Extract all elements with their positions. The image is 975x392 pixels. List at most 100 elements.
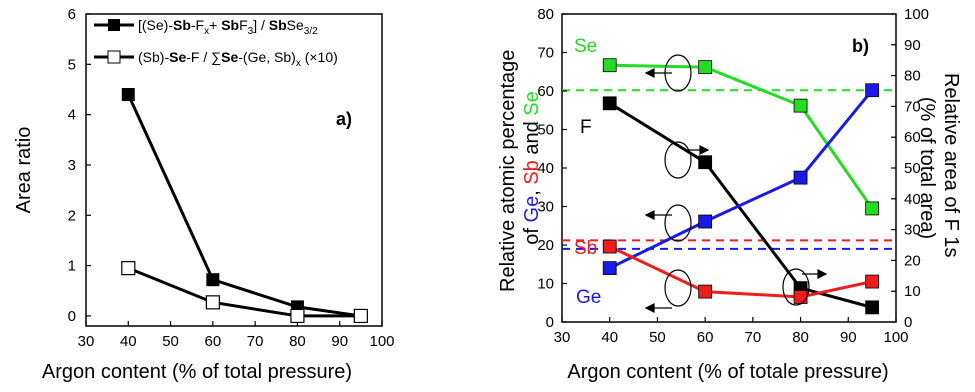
y2-tick-label: 0 bbox=[904, 314, 912, 331]
f-right-axis-indicator-2 bbox=[782, 268, 828, 306]
chart-b: 30 40 50 60 70 80 90 100 0 10 20 30 40 50 60 70 80 0 10 2… bbox=[497, 6, 962, 383]
y-tick-label: 0 bbox=[546, 314, 554, 331]
x-tick-label: 70 bbox=[247, 333, 264, 350]
series-line-ge bbox=[609, 89, 874, 270]
y2-tick-label: 90 bbox=[904, 37, 921, 54]
data-point bbox=[206, 273, 220, 287]
y2-tick-label: 10 bbox=[904, 283, 921, 300]
x-tick-label: 60 bbox=[205, 333, 222, 350]
y2-tick-label: 40 bbox=[904, 191, 921, 208]
data-point-f bbox=[865, 300, 880, 315]
chart-a-panel-label: a) bbox=[336, 109, 352, 129]
x-tick-label: 80 bbox=[792, 329, 809, 346]
chart-b-panel-label: b) bbox=[852, 36, 869, 56]
y2-tick-label: 50 bbox=[904, 160, 921, 177]
y-tick-label: 80 bbox=[537, 6, 554, 23]
y-tick-label: 70 bbox=[537, 45, 554, 62]
data-point-ge bbox=[602, 261, 617, 276]
sb-left-axis-indicator bbox=[644, 269, 692, 313]
y-tick-label: 40 bbox=[537, 160, 554, 177]
chart-a-frame bbox=[85, 13, 383, 327]
data-point-se bbox=[698, 60, 713, 75]
data-point-sb bbox=[865, 274, 880, 289]
y2-tick-label: 80 bbox=[904, 68, 921, 85]
x-tick-label: 70 bbox=[745, 329, 762, 346]
data-point bbox=[290, 308, 305, 324]
series-line-1 bbox=[127, 266, 361, 318]
legend-marker-open-square bbox=[107, 50, 121, 64]
y-tick-label: 6 bbox=[68, 6, 76, 23]
y-tick-label: 0 bbox=[68, 308, 76, 325]
y-tick-label: 1 bbox=[68, 258, 76, 275]
data-point-f bbox=[602, 96, 617, 111]
y-tick-label: 10 bbox=[537, 276, 554, 293]
y-tick-label: 30 bbox=[537, 199, 554, 216]
y-tick-label: 20 bbox=[537, 237, 554, 254]
data-point-sb bbox=[793, 290, 808, 304]
y-tick-label: 2 bbox=[68, 207, 76, 224]
legend-entry-sb-ratio: [(Se)-Sb-Fx+ SbF3] / SbSe3/2 bbox=[138, 17, 318, 37]
chart-b-y-axis: 0 10 20 30 40 50 60 70 80 bbox=[537, 6, 567, 331]
data-point-ge bbox=[698, 214, 713, 229]
data-point bbox=[205, 295, 220, 310]
chart-b-series bbox=[602, 58, 880, 315]
y-tick-label: 4 bbox=[68, 107, 76, 124]
x-tick-label: 90 bbox=[331, 333, 348, 350]
data-point-f bbox=[698, 155, 713, 170]
chart-b-y2-axis: 0 10 20 30 40 50 60 70 80 90 100 bbox=[891, 6, 929, 331]
chart-a-x-axis: 30 40 50 60 70 80 90 100 bbox=[78, 321, 395, 350]
data-point-sb bbox=[602, 239, 617, 254]
series-line-0 bbox=[126, 93, 362, 318]
series-line-se bbox=[609, 63, 874, 210]
series-line-sb bbox=[609, 245, 873, 299]
chart-a-y-title: Area ratio bbox=[13, 127, 35, 214]
chart-b-y2-title: Relative area of F 1s (% of total area) bbox=[916, 73, 962, 263]
series-label-f: F bbox=[580, 117, 592, 138]
x-tick-label: 40 bbox=[120, 333, 137, 350]
series-line-f bbox=[608, 102, 873, 309]
data-point bbox=[121, 88, 135, 102]
data-point-se bbox=[865, 201, 880, 216]
y2-tick-label: 60 bbox=[904, 129, 921, 146]
f-right-axis-indicator bbox=[664, 141, 710, 179]
chart-b-x-axis: 30 40 50 60 70 80 90 100 bbox=[554, 317, 909, 346]
ge-left-axis-indicator bbox=[644, 204, 692, 242]
chart-a: 30 40 50 60 70 80 90 100 0 1 2 3 4 5 6 [(Se)-Sb-Fx+ S… bbox=[13, 6, 395, 383]
x-tick-label: 50 bbox=[162, 333, 179, 350]
x-tick-label: 100 bbox=[883, 329, 908, 346]
series-label-se: Se bbox=[574, 36, 597, 57]
y-tick-label: 3 bbox=[68, 157, 76, 174]
se-left-axis-indicator bbox=[644, 54, 692, 92]
x-tick-label: 100 bbox=[369, 333, 394, 350]
data-point-se bbox=[793, 98, 808, 113]
legend-entry-se-ratio: (Sb)-Se-F / ∑Se-(Ge, Sb)x (×10) bbox=[138, 49, 338, 69]
chart-a-x-title: Argon content (% of total pressure) bbox=[42, 361, 352, 383]
legend-marker-filled-square bbox=[108, 19, 120, 31]
series-label-ge: Ge bbox=[576, 287, 601, 308]
chart-a-legend: [(Se)-Sb-Fx+ SbF3] / SbSe3/2 (Sb)-Se-F /… bbox=[94, 17, 338, 69]
chart-a-y-axis: 0 1 2 3 4 5 6 bbox=[68, 6, 91, 325]
x-tick-label: 40 bbox=[601, 329, 618, 346]
x-tick-label: 30 bbox=[78, 333, 95, 350]
y-tick-label: 60 bbox=[537, 83, 554, 100]
y2-tick-label: 70 bbox=[904, 98, 921, 115]
y-tick-label: 50 bbox=[537, 122, 554, 139]
y2-tick-label: 30 bbox=[904, 222, 921, 239]
chart-b-x-title: Argon content (% of totale pressure) bbox=[567, 361, 888, 383]
x-tick-label: 50 bbox=[649, 329, 666, 346]
axis-indicators bbox=[644, 54, 828, 313]
x-tick-label: 30 bbox=[554, 329, 571, 346]
data-point-ge bbox=[793, 170, 808, 185]
data-point-se bbox=[602, 58, 617, 73]
y-tick-label: 5 bbox=[68, 56, 76, 73]
data-point-sb bbox=[698, 284, 713, 299]
x-tick-label: 60 bbox=[697, 329, 714, 346]
chart-b-y-title: Relative atomic percentage of Ge, Sb and… bbox=[497, 44, 543, 292]
y2-tick-label: 100 bbox=[904, 6, 929, 23]
x-tick-label: 80 bbox=[289, 333, 306, 350]
y2-tick-label: 20 bbox=[904, 252, 921, 269]
chart-a-series bbox=[121, 88, 368, 324]
series-label-sb: Sb bbox=[574, 238, 597, 259]
data-point bbox=[121, 261, 136, 276]
